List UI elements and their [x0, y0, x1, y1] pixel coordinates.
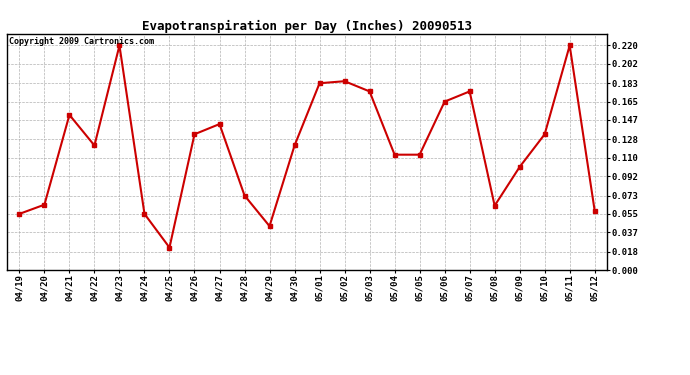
- Text: Copyright 2009 Cartronics.com: Copyright 2009 Cartronics.com: [9, 37, 154, 46]
- Title: Evapotranspiration per Day (Inches) 20090513: Evapotranspiration per Day (Inches) 2009…: [142, 20, 472, 33]
